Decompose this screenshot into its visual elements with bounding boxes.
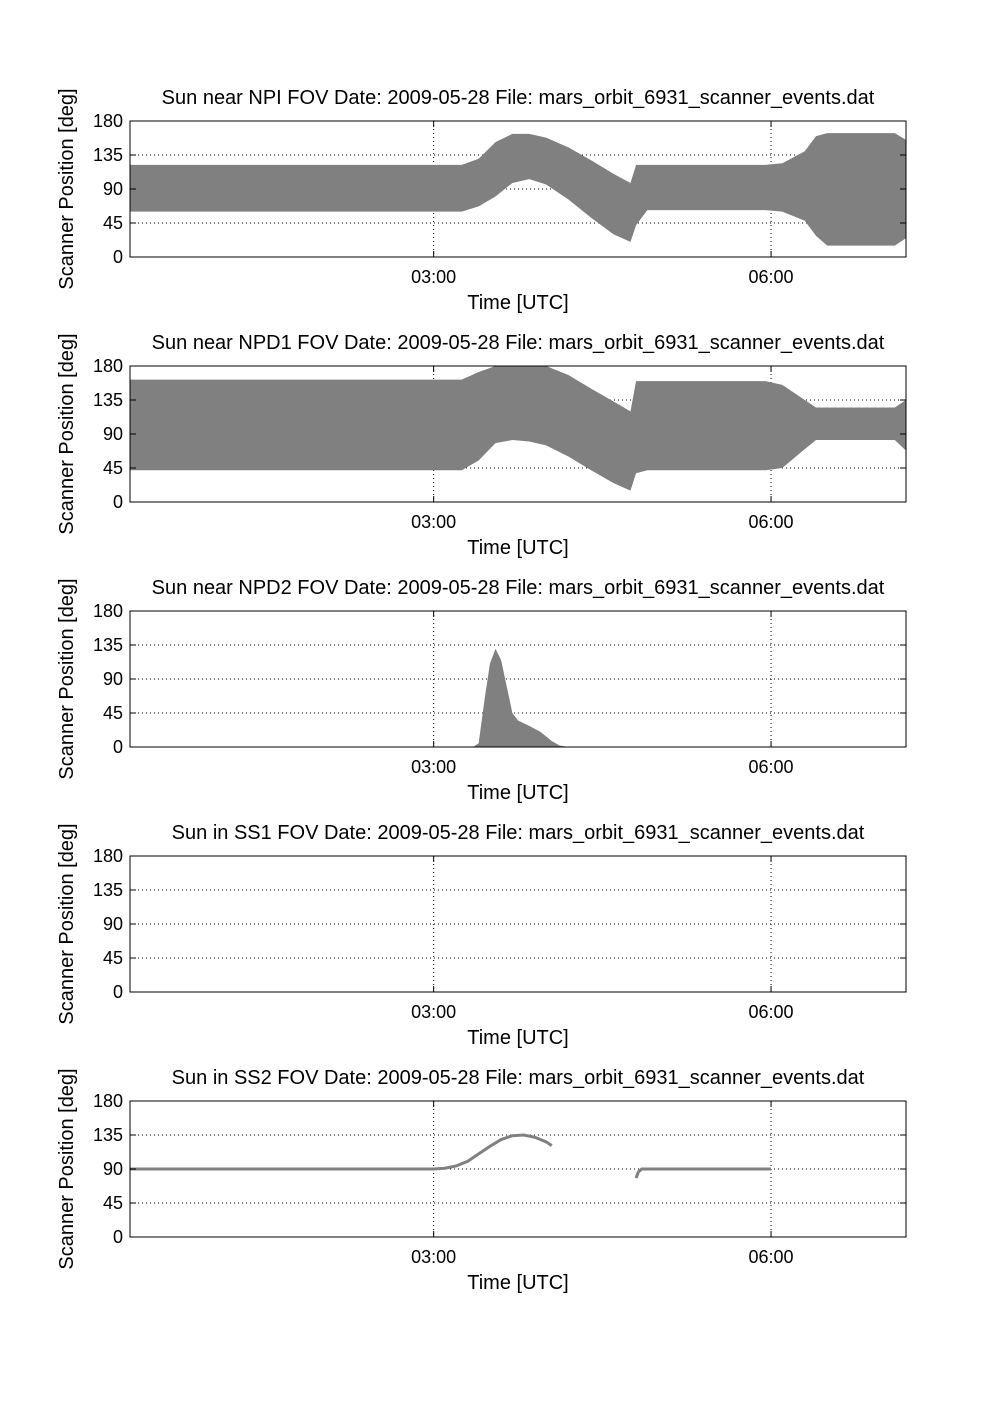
gridlines [130,856,906,992]
y-axis: 0 45 90 135 180 [93,601,906,757]
y-tick-label: 45 [103,703,123,723]
y-tick-label: 180 [93,601,123,621]
series-marks [130,648,906,747]
y-tick-label: 0 [113,982,123,1002]
y-axis-label: Scanner Position [deg] [56,578,78,779]
y-tick-label: 90 [103,179,123,199]
line-segment-2 [634,1167,772,1179]
x-tick-label: 03:00 [411,1247,456,1267]
y-tick-label: 0 [113,247,123,267]
chart-title: Sun in SS2 FOV Date: 2009-05-28 File: ma… [172,1067,865,1089]
series-marks [130,133,906,246]
x-axis-label: Time [UTC] [467,292,568,314]
y-tick-label: 45 [103,213,123,233]
x-tick-label: 06:00 [749,1002,794,1022]
subplot-grid: Sun near NPI FOV Date: 2009-05-28 File: … [56,87,907,1294]
y-tick-label: 90 [103,669,123,689]
y-tick-label: 90 [103,914,123,934]
x-axis-label: Time [UTC] [467,537,568,559]
subplot-4: Sun in SS1 FOV Date: 2009-05-28 File: ma… [56,822,907,1049]
chart-title: Sun near NPD1 FOV Date: 2009-05-28 File:… [152,332,885,354]
y-axis: 0 45 90 135 180 [93,111,906,267]
y-tick-label: 45 [103,458,123,478]
y-tick-label: 180 [93,846,123,866]
chart-title: Sun near NPD2 FOV Date: 2009-05-28 File:… [152,577,885,599]
y-tick-label: 180 [93,1091,123,1111]
y-tick-label: 45 [103,1193,123,1213]
y-tick-label: 135 [93,1125,123,1145]
y-tick-label: 0 [113,737,123,757]
x-tick-label: 03:00 [411,512,456,532]
subplot-2: Sun near NPD1 FOV Date: 2009-05-28 File:… [56,332,907,559]
x-axis: 03:00 06:00 [411,121,794,287]
x-tick-label: 03:00 [411,757,456,777]
chart-title: Sun near NPI FOV Date: 2009-05-28 File: … [162,87,875,109]
x-tick-label: 06:00 [749,267,794,287]
y-axis: 0 45 90 135 180 [93,356,906,512]
y-tick-label: 0 [113,1227,123,1247]
x-axis: 03:00 06:00 [411,1101,794,1267]
y-tick-label: 90 [103,1159,123,1179]
y-tick-label: 135 [93,390,123,410]
subplot-3: Sun near NPD2 FOV Date: 2009-05-28 File:… [56,577,907,804]
gridlines [130,611,906,747]
x-tick-label: 03:00 [411,267,456,287]
y-tick-label: 135 [93,145,123,165]
x-tick-label: 06:00 [749,512,794,532]
y-axis: 0 45 90 135 180 [93,1091,906,1247]
y-axis-label: Scanner Position [deg] [56,1068,78,1269]
x-axis-label: Time [UTC] [467,782,568,804]
area-band-1 [130,133,906,246]
y-axis-label: Scanner Position [deg] [56,88,78,289]
area-band-1 [130,648,906,747]
y-axis-label: Scanner Position [deg] [56,823,78,1024]
line-segment-1 [130,1133,553,1171]
subplot-1: Sun near NPI FOV Date: 2009-05-28 File: … [56,87,907,314]
y-tick-label: 45 [103,948,123,968]
subplot-5: Sun in SS2 FOV Date: 2009-05-28 File: ma… [56,1067,907,1294]
x-axis: 03:00 06:00 [411,856,794,1022]
x-axis: 03:00 06:00 [411,366,794,532]
series-marks [130,366,906,491]
series-marks [130,1133,772,1179]
y-axis: 0 45 90 135 180 [93,846,906,1002]
x-axis-label: Time [UTC] [467,1272,568,1294]
y-tick-label: 0 [113,492,123,512]
y-tick-label: 180 [93,356,123,376]
x-tick-label: 06:00 [749,1247,794,1267]
y-tick-label: 135 [93,635,123,655]
area-band-1 [130,366,906,491]
x-axis: 03:00 06:00 [411,611,794,777]
y-tick-label: 90 [103,424,123,444]
chart-title: Sun in SS1 FOV Date: 2009-05-28 File: ma… [172,822,865,844]
x-tick-label: 03:00 [411,1002,456,1022]
y-tick-label: 180 [93,111,123,131]
y-axis-label: Scanner Position [deg] [56,333,78,534]
y-tick-label: 135 [93,880,123,900]
x-tick-label: 06:00 [749,757,794,777]
x-axis-label: Time [UTC] [467,1027,568,1049]
